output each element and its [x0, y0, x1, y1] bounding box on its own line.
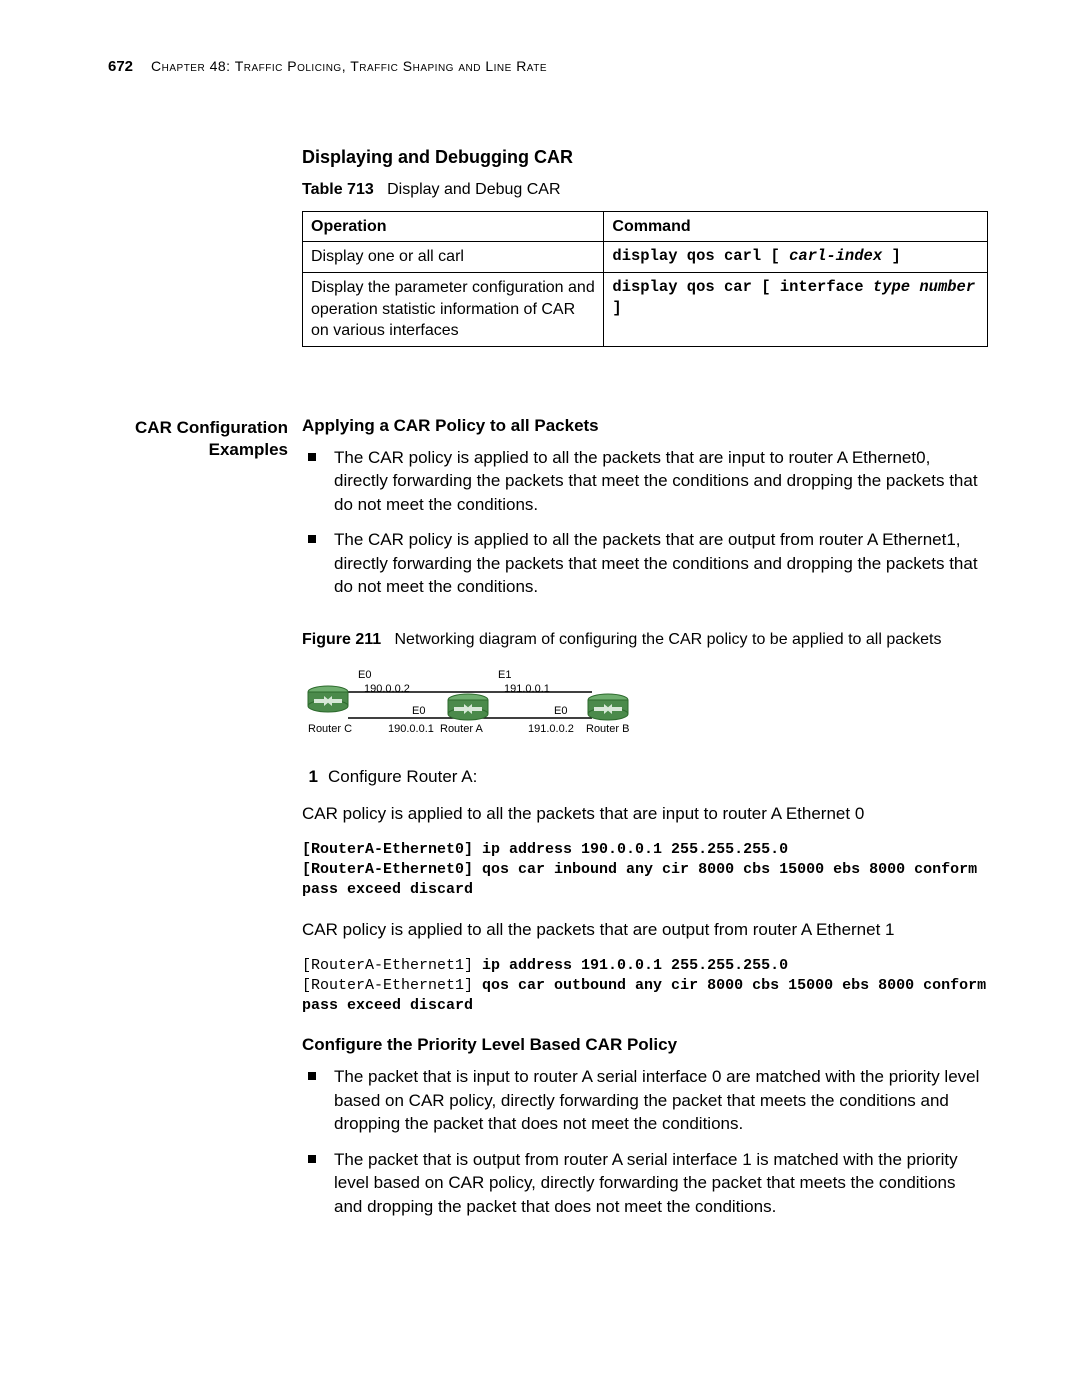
table-number: Table 713 — [302, 181, 374, 198]
th-command: Command — [604, 211, 988, 242]
cmd-text: ] — [882, 247, 901, 265]
td-command: display qos carl [ carl-index ] — [604, 242, 988, 273]
fig-label-ip3: 190.0.0.1 — [388, 723, 434, 735]
section-display-debug: Displaying and Debugging CAR Table 713 D… — [302, 145, 988, 387]
fig-label-ip2: 191.0.0.1 — [504, 683, 550, 695]
cmd-arg: carl-index — [789, 247, 882, 265]
page: 672 Chapter 48: Traffic Policing, Traffi… — [0, 0, 1080, 1397]
section-examples: Applying a CAR Policy to all Packets The… — [302, 415, 988, 1248]
cmd-text: ] — [612, 299, 621, 317]
cmd-text: display qos carl [ — [612, 247, 789, 265]
bullet-list: The CAR policy is applied to all the pac… — [302, 446, 988, 611]
fig-label-ip4: 191.0.0.2 — [528, 723, 574, 735]
figure-caption-text: Networking diagram of configuring the CA… — [395, 631, 942, 648]
side-label-line1: CAR Configuration — [135, 418, 288, 437]
table-caption: Table 713 Display and Debug CAR — [302, 179, 988, 201]
subsection-title: Applying a CAR Policy to all Packets — [302, 415, 988, 438]
table-row: Display the parameter configuration and … — [303, 273, 988, 347]
content-grid: Displaying and Debugging CAR Table 713 D… — [108, 145, 988, 1248]
table-row: Display one or all carl display qos carl… — [303, 242, 988, 273]
code-prompt: [RouterA-Ethernet1] — [302, 957, 482, 974]
paragraph: CAR policy is applied to all the packets… — [302, 803, 988, 826]
td-operation: Display the parameter configuration and … — [303, 273, 604, 347]
fig-label-ip1: 190.0.0.2 — [364, 683, 410, 695]
chapter-label: Chapter 48: Traffic Policing, Traffic Sh… — [151, 58, 547, 74]
table-caption-text: Display and Debug CAR — [387, 181, 560, 198]
code-line: [RouterA-Ethernet0] qos car inbound any … — [302, 861, 986, 898]
fig-label-e0c: E0 — [554, 705, 567, 717]
running-header: 672 Chapter 48: Traffic Policing, Traffi… — [108, 58, 988, 75]
code-line: [RouterA-Ethernet0] ip address 190.0.0.1… — [302, 841, 788, 858]
fig-label-e0b: E0 — [412, 705, 425, 717]
side-col-examples: CAR Configuration Examples — [108, 415, 288, 461]
cmd-text: display qos car [ interface — [612, 278, 872, 296]
list-item: The packet that is input to router A ser… — [326, 1065, 988, 1147]
figure-caption: Figure 211 Networking diagram of configu… — [302, 629, 988, 651]
td-command: display qos car [ interface type number … — [604, 273, 988, 347]
step-text: Configure Router A: — [328, 766, 477, 789]
td-operation: Display one or all carl — [303, 242, 604, 273]
paragraph: CAR policy is applied to all the packets… — [302, 919, 988, 942]
figure-number: Figure 211 — [302, 631, 381, 648]
table-display-debug: Operation Command Display one or all car… — [302, 211, 988, 347]
code-block: [RouterA-Ethernet0] ip address 190.0.0.1… — [302, 840, 988, 901]
fig-label-routerB: Router B — [586, 723, 629, 735]
step-number: 1 — [302, 766, 318, 789]
network-diagram: E0 E1 190.0.0.2 191.0.0.1 E0 E0 190.0.0.… — [302, 664, 642, 748]
section-title: Displaying and Debugging CAR — [302, 145, 988, 169]
cmd-arg: type number — [873, 278, 975, 296]
side-label-line2: Examples — [209, 440, 288, 459]
th-operation: Operation — [303, 211, 604, 242]
code-prompt: [RouterA-Ethernet1] — [302, 977, 482, 994]
page-number: 672 — [108, 58, 133, 75]
list-item: The packet that is output from router A … — [326, 1148, 988, 1230]
fig-label-e1: E1 — [498, 669, 511, 681]
step-1: 1 Configure Router A: — [302, 766, 988, 789]
fig-label-routerC: Router C — [308, 723, 352, 735]
code-block: [RouterA-Ethernet1] ip address 191.0.0.1… — [302, 956, 988, 1017]
fig-label-routerA: Router A — [440, 723, 483, 735]
list-item: The CAR policy is applied to all the pac… — [326, 528, 988, 610]
bullet-list: The packet that is input to router A ser… — [302, 1065, 988, 1230]
code-line: ip address 191.0.0.1 255.255.255.0 — [482, 957, 788, 974]
side-col-empty-1 — [108, 145, 288, 147]
table-header-row: Operation Command — [303, 211, 988, 242]
subsection-title: Configure the Priority Level Based CAR P… — [302, 1034, 988, 1057]
list-item: The CAR policy is applied to all the pac… — [326, 446, 988, 528]
fig-label-e0: E0 — [358, 669, 371, 681]
